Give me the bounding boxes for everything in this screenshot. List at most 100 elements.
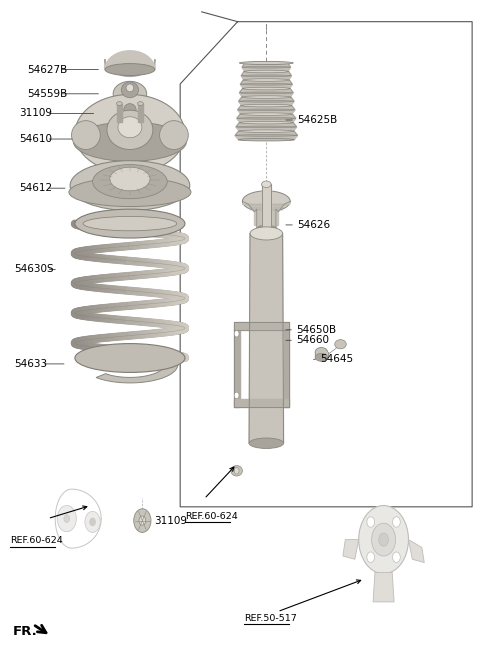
- Polygon shape: [117, 104, 122, 122]
- Ellipse shape: [241, 96, 291, 99]
- Ellipse shape: [235, 135, 298, 136]
- Polygon shape: [257, 209, 276, 230]
- Ellipse shape: [242, 191, 290, 212]
- Text: 54633: 54633: [14, 359, 47, 369]
- Ellipse shape: [244, 70, 288, 73]
- Ellipse shape: [240, 62, 293, 64]
- Ellipse shape: [242, 66, 290, 68]
- Circle shape: [367, 517, 374, 527]
- Ellipse shape: [240, 92, 293, 94]
- Text: 54627B: 54627B: [27, 64, 67, 74]
- Circle shape: [57, 505, 76, 532]
- Ellipse shape: [262, 181, 271, 187]
- Ellipse shape: [335, 340, 346, 349]
- Ellipse shape: [93, 165, 167, 198]
- Ellipse shape: [75, 344, 185, 373]
- Polygon shape: [235, 131, 298, 140]
- Polygon shape: [105, 59, 155, 76]
- Ellipse shape: [82, 345, 163, 369]
- Text: 31109: 31109: [155, 516, 187, 526]
- Polygon shape: [239, 97, 294, 106]
- Text: 54610: 54610: [19, 134, 52, 144]
- Text: 54630S: 54630S: [14, 265, 54, 275]
- Text: 54612: 54612: [19, 183, 52, 193]
- Ellipse shape: [245, 62, 288, 64]
- Polygon shape: [343, 539, 359, 559]
- Ellipse shape: [107, 110, 153, 150]
- Polygon shape: [408, 539, 424, 562]
- Text: REF.60-624: REF.60-624: [10, 536, 63, 545]
- Polygon shape: [237, 114, 296, 123]
- Polygon shape: [234, 330, 240, 407]
- Ellipse shape: [241, 75, 291, 77]
- Ellipse shape: [73, 122, 186, 162]
- Polygon shape: [234, 322, 289, 330]
- Ellipse shape: [237, 118, 296, 119]
- Text: 54650B: 54650B: [297, 325, 336, 335]
- Ellipse shape: [231, 466, 242, 476]
- Ellipse shape: [238, 139, 294, 141]
- Polygon shape: [240, 80, 292, 89]
- Polygon shape: [254, 212, 278, 225]
- Ellipse shape: [256, 225, 277, 235]
- Ellipse shape: [315, 348, 327, 357]
- Circle shape: [234, 468, 239, 474]
- Polygon shape: [138, 104, 144, 122]
- Text: FR.: FR.: [12, 625, 37, 638]
- Circle shape: [234, 392, 239, 399]
- Ellipse shape: [239, 130, 294, 133]
- Ellipse shape: [138, 102, 144, 106]
- Text: REF.60-624: REF.60-624: [185, 512, 238, 520]
- Ellipse shape: [315, 353, 327, 361]
- Polygon shape: [234, 399, 289, 407]
- Text: 54660: 54660: [297, 335, 329, 346]
- Ellipse shape: [241, 104, 292, 107]
- Text: REF.50-517: REF.50-517: [244, 614, 297, 623]
- Polygon shape: [96, 359, 178, 383]
- Circle shape: [372, 523, 396, 556]
- Ellipse shape: [243, 79, 289, 81]
- Ellipse shape: [110, 168, 150, 191]
- Ellipse shape: [134, 509, 151, 532]
- Ellipse shape: [118, 117, 142, 138]
- Text: 54559B: 54559B: [27, 89, 67, 99]
- Polygon shape: [236, 123, 297, 131]
- Ellipse shape: [240, 83, 292, 85]
- Ellipse shape: [159, 121, 188, 150]
- Ellipse shape: [117, 103, 144, 124]
- Circle shape: [367, 552, 374, 562]
- Circle shape: [393, 517, 400, 527]
- Ellipse shape: [240, 113, 292, 116]
- Circle shape: [379, 533, 388, 546]
- Text: 54625B: 54625B: [298, 115, 338, 125]
- Circle shape: [139, 516, 146, 525]
- Polygon shape: [373, 572, 394, 602]
- Ellipse shape: [124, 104, 136, 117]
- Polygon shape: [242, 63, 290, 72]
- Polygon shape: [240, 89, 293, 97]
- Ellipse shape: [70, 161, 190, 210]
- Ellipse shape: [250, 227, 283, 240]
- Text: 54645: 54645: [321, 354, 354, 365]
- Polygon shape: [105, 51, 155, 70]
- Ellipse shape: [75, 209, 185, 238]
- Ellipse shape: [236, 126, 297, 127]
- Ellipse shape: [239, 101, 294, 102]
- Polygon shape: [241, 72, 291, 80]
- Polygon shape: [242, 204, 290, 212]
- Ellipse shape: [117, 102, 122, 106]
- Circle shape: [234, 330, 239, 337]
- Circle shape: [359, 505, 408, 574]
- Circle shape: [90, 518, 96, 526]
- Ellipse shape: [126, 84, 134, 92]
- Ellipse shape: [69, 177, 191, 206]
- Polygon shape: [284, 330, 289, 407]
- Ellipse shape: [72, 121, 100, 150]
- Polygon shape: [315, 352, 327, 357]
- Circle shape: [85, 511, 100, 532]
- Ellipse shape: [75, 95, 185, 173]
- Ellipse shape: [113, 81, 147, 106]
- Circle shape: [393, 552, 400, 562]
- Ellipse shape: [83, 216, 177, 231]
- Ellipse shape: [238, 109, 295, 111]
